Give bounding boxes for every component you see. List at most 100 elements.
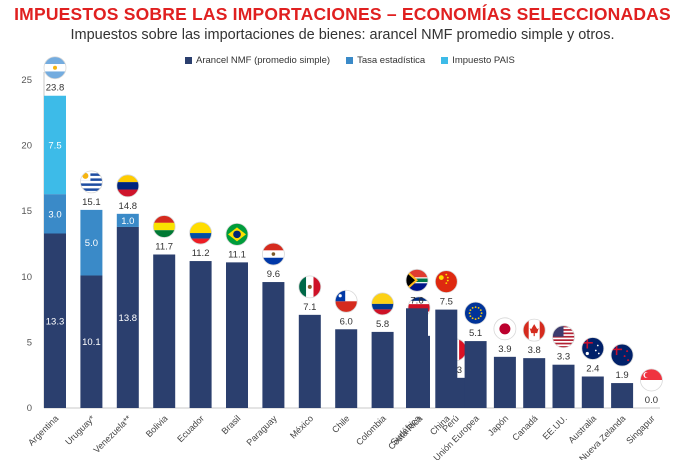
- x-tick-label: Sudáfrica: [388, 413, 422, 447]
- flag-outline: [610, 343, 634, 367]
- nueva-zelanda-flag-icon: [611, 344, 634, 367]
- bar-total-label: 15.1: [82, 197, 101, 208]
- flag-outline: [43, 56, 67, 80]
- bar-segment-value-label: 13.8: [119, 313, 138, 324]
- flag-outline: [298, 275, 322, 299]
- x-tick-label: Japón: [486, 413, 510, 437]
- y-tick-label: 20: [21, 141, 32, 152]
- bar-segment: [335, 329, 358, 408]
- x-tick-label: Paraguay: [244, 413, 279, 448]
- flag-outline: [434, 270, 458, 294]
- legend-item-pais: Impuesto PAIS: [441, 55, 515, 66]
- brasil-flag-icon: [226, 223, 248, 246]
- bar-total-label: 7.6: [410, 295, 423, 306]
- bar-segment: [493, 356, 516, 408]
- bar-segment-value-label: 3.0: [48, 209, 61, 220]
- australia-flag-icon: [581, 337, 604, 360]
- bar-segment-value-label: 13.3: [46, 316, 65, 327]
- flag-outline: [152, 215, 176, 238]
- bar-segment: [581, 376, 604, 408]
- chart-legend: Arancel NMF (promedio simple) Tasa estad…: [185, 55, 515, 66]
- flag-outline: [493, 317, 517, 341]
- bar-total-label: 9.6: [267, 269, 280, 280]
- paraguay-flag-icon: [262, 243, 285, 266]
- bar-total-label: 11.2: [192, 248, 210, 259]
- x-tick-label: Uruguay*: [63, 413, 97, 447]
- bar-segment: [44, 95, 66, 195]
- argentina-flag-icon: [44, 56, 66, 79]
- bar-segment: [464, 341, 487, 408]
- bar-segment: [406, 308, 428, 408]
- flag-outline: [225, 222, 249, 246]
- flag-outline: [334, 289, 358, 313]
- bar-total-label: 5.1: [469, 328, 482, 339]
- x-tick-label: Bolivia: [144, 413, 170, 439]
- bar-segment: [226, 262, 248, 408]
- bar-total-label: 11.7: [155, 241, 173, 252]
- bar-segment: [80, 209, 103, 276]
- bar-segment: [189, 261, 212, 408]
- mexico-flag-icon: [298, 275, 321, 298]
- bar-segment: [80, 275, 103, 408]
- x-tick-label: Argentina: [26, 413, 60, 447]
- singapur-flag-icon: [640, 369, 663, 391]
- legend-label-pais: Impuesto PAIS: [452, 55, 515, 66]
- legend-swatch-pais: [441, 57, 449, 64]
- bar-segment: [44, 233, 66, 408]
- x-tick-label: Chile: [330, 413, 352, 435]
- bar-segment: [371, 331, 394, 408]
- bar-total-label: 7.5: [440, 297, 453, 308]
- bar-total-label: 3.9: [498, 344, 511, 355]
- ecuador-flag-icon: [189, 222, 212, 245]
- bar-total-label: 1.9: [615, 370, 628, 381]
- colombia-flag-icon: [371, 292, 394, 315]
- legend-item-tasa: Tasa estadística: [346, 55, 425, 66]
- y-tick-label: 5: [27, 337, 32, 348]
- japon-flag-icon: [493, 317, 516, 340]
- x-tick-label: Brasil: [219, 413, 242, 436]
- x-tick-label: EE.UU.: [541, 413, 569, 441]
- bar-segment: [611, 383, 634, 408]
- uruguay-flag-icon: [80, 170, 103, 193]
- y-tick-label: 15: [21, 206, 32, 217]
- bar-total-label: 11.1: [228, 249, 246, 260]
- bar-segment-value-label: 7.5: [48, 140, 61, 151]
- flag-outline: [116, 174, 140, 198]
- y-tick-label: 25: [21, 75, 32, 86]
- x-tick-label: Colombia: [354, 413, 388, 447]
- legend-label-tasa: Tasa estadística: [357, 55, 426, 66]
- bar-segment-value-label: 5.0: [85, 238, 98, 249]
- flag-outline: [581, 337, 605, 360]
- eeuu-flag-icon: [552, 325, 575, 348]
- bar-total-label: 3.8: [528, 345, 541, 356]
- bar-total-label: 5.8: [376, 319, 389, 330]
- flag-outline: [640, 368, 663, 392]
- flag-outline: [261, 242, 285, 266]
- bar-segment: [298, 314, 321, 408]
- x-tick-label: México: [288, 413, 315, 440]
- flag-outline: [552, 325, 575, 349]
- flag-outline: [522, 318, 546, 342]
- bar-segment-value-label: 1.0: [121, 216, 134, 227]
- bar-segment: [552, 364, 575, 408]
- bar-segment: [435, 309, 458, 408]
- bar-segment: [262, 282, 285, 408]
- y-tick-label: 10: [21, 272, 32, 283]
- x-tick-label: Canadá: [510, 413, 539, 442]
- chile-flag-icon: [335, 290, 358, 313]
- bar-total-label: 14.8: [119, 201, 138, 212]
- legend-label-arancel: Arancel NMF (promedio simple): [196, 55, 331, 66]
- bar-total-label: 6.0: [340, 316, 353, 327]
- bar-segment: [116, 226, 139, 408]
- flag-outline: [371, 292, 395, 316]
- legend-item-arancel: Arancel NMF (promedio simple): [185, 55, 330, 66]
- venezuela-flag-icon: [116, 174, 139, 197]
- legend-swatch-tasa: [346, 57, 354, 64]
- union-europea-flag-icon: [464, 302, 487, 325]
- bar-segment: [116, 213, 139, 227]
- china-flag-icon: [435, 270, 458, 293]
- bar-segment: [44, 194, 66, 234]
- bolivia-flag-icon: [153, 215, 176, 238]
